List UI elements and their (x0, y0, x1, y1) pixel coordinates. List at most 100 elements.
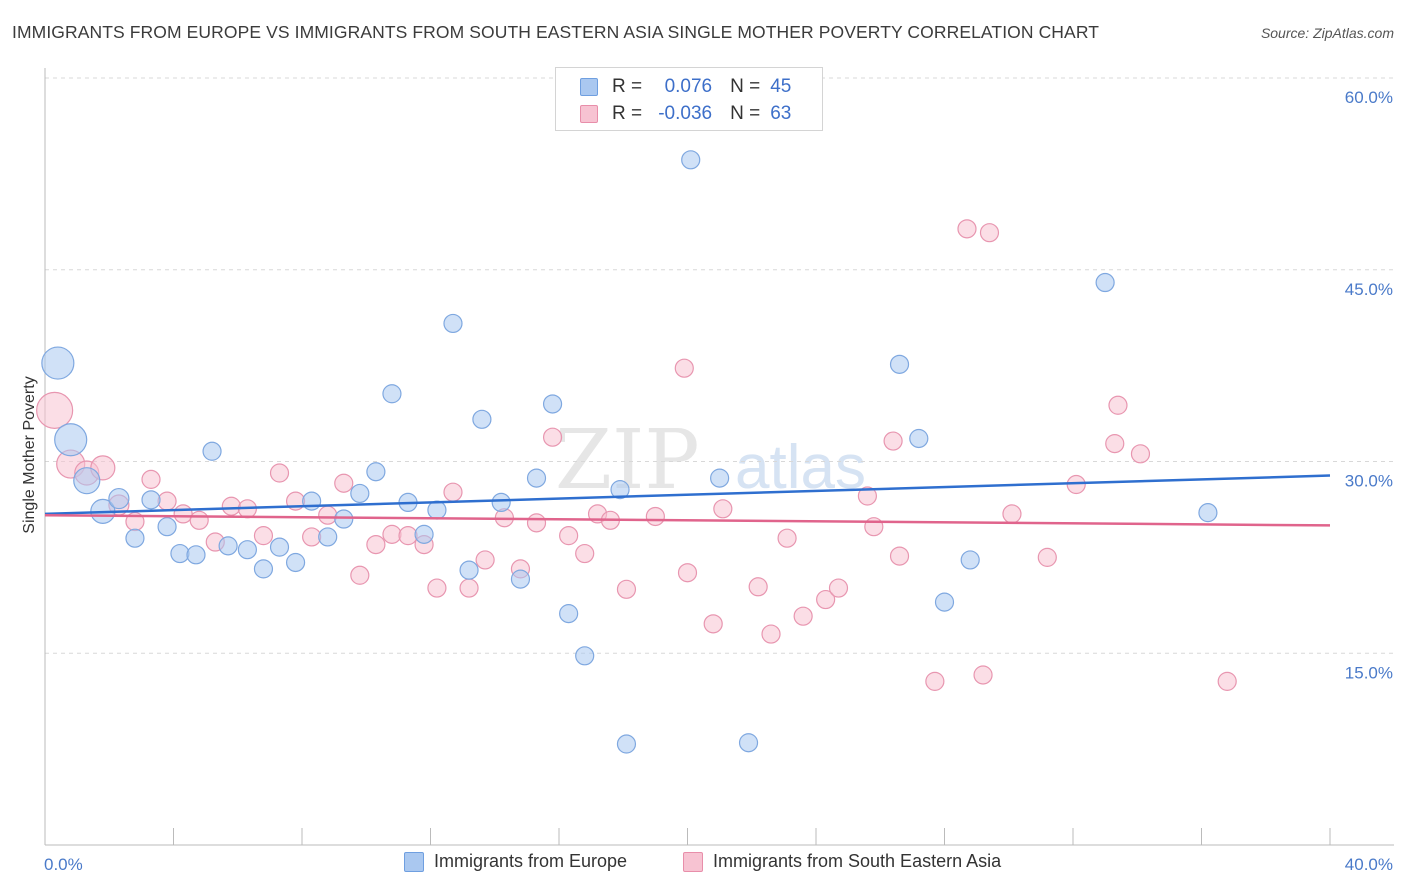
x-tick-label: 40.0% (1345, 855, 1393, 874)
europe-point (1095, 272, 1115, 293)
europe-point (681, 150, 701, 170)
asia-point (173, 504, 193, 524)
europe-point (125, 528, 145, 548)
europe-point (237, 540, 257, 560)
europe-point (366, 462, 386, 482)
europe-point (738, 733, 759, 753)
legend-swatch-europe (580, 78, 598, 96)
asia-point (1130, 444, 1151, 464)
asia-point (189, 510, 209, 530)
europe-point (1198, 503, 1218, 523)
europe-point (960, 550, 980, 570)
legend-item-asia[interactable]: Immigrants from South Eastern Asia (683, 851, 1001, 872)
legend-n-value-asia: 63 (770, 103, 792, 124)
asia-point (559, 526, 579, 546)
asia-point (828, 578, 849, 598)
europe-point (616, 734, 637, 754)
source-credit: Source: ZipAtlas.com (1260, 25, 1394, 41)
europe-point (934, 592, 955, 612)
asia-point (1037, 547, 1057, 567)
asia-point (542, 427, 563, 447)
europe-point (610, 480, 630, 500)
chart-title: IMMIGRANTS FROM EUROPE VS IMMIGRANTS FRO… (12, 22, 1100, 42)
asia-point (575, 543, 595, 564)
asia-point (713, 499, 733, 519)
europe-point (491, 492, 511, 513)
legend-row-asia: R = -0.036 N = 63 (580, 102, 791, 126)
europe-point (141, 490, 161, 510)
asia-point (645, 506, 665, 527)
legend-r-label: R = (612, 76, 643, 97)
legend-r-value-asia: -0.036 (658, 103, 713, 124)
y-axis-title: Single Mother Poverty (21, 376, 38, 533)
europe-point (427, 500, 447, 520)
grid-lines (45, 77, 1394, 654)
asia-point (366, 534, 386, 555)
asia-point (526, 513, 547, 533)
series-legend: Immigrants from Europe Immigrants from S… (0, 851, 1406, 877)
europe-point (909, 428, 929, 449)
europe-point (382, 384, 402, 404)
europe-point (414, 524, 434, 544)
legend-r-label: R = (612, 103, 643, 124)
asia-point (382, 524, 402, 544)
legend-n-label: N = (730, 103, 761, 124)
europe-point (170, 543, 190, 564)
asia-point (979, 223, 1000, 243)
y-tick-label: 15.0% (1345, 663, 1393, 682)
asia-point (864, 517, 884, 537)
asia-point (889, 546, 910, 566)
asia-point (1105, 434, 1125, 454)
legend-n-value-europe: 45 (770, 76, 792, 97)
asia-point (857, 486, 878, 506)
europe-point (350, 483, 370, 504)
tick-labels: 15.0% 30.0% 45.0% 60.0% 0.0% 40.0% (44, 88, 1393, 874)
asia-point (777, 528, 797, 548)
asia-point (398, 526, 418, 546)
europe-point (472, 409, 492, 429)
asia-point (1002, 504, 1022, 524)
x-tick-label: 0.0% (44, 855, 83, 874)
asia-point (761, 624, 781, 644)
europe-point (269, 537, 290, 557)
europe-point (218, 536, 238, 556)
legend-n-label: N = (730, 76, 761, 97)
asia-trend-line (44, 513, 1331, 527)
correlation-legend: R = 0.076 N = 45 R = -0.036 N = 63 (555, 67, 823, 131)
asia-point (427, 578, 447, 598)
europe-point (710, 468, 730, 488)
europe-points-group (41, 150, 1218, 754)
asia-point (443, 482, 463, 502)
asia-point (302, 527, 322, 547)
asia-point (973, 665, 993, 685)
europe-point (575, 646, 595, 666)
europe-point (542, 394, 563, 414)
europe-point (559, 604, 579, 624)
asia-point (350, 565, 370, 585)
asia-point (674, 358, 694, 378)
trend-lines (44, 474, 1331, 527)
asia-point (703, 614, 723, 634)
europe-point (186, 545, 206, 565)
legend-item-europe[interactable]: Immigrants from Europe (404, 851, 627, 872)
legend-row-europe: R = 0.076 N = 45 (580, 75, 791, 99)
europe-point (334, 509, 354, 529)
asia-point (459, 578, 479, 598)
europe-point (253, 559, 274, 579)
asia-point (1108, 395, 1128, 415)
asia-point (793, 606, 813, 626)
asia-point (221, 496, 241, 516)
europe-point (73, 467, 101, 495)
legend-r-value-europe: 0.076 (664, 76, 713, 97)
asia-point (925, 671, 945, 691)
asia-point (677, 563, 698, 583)
europe-point (54, 423, 88, 457)
legend-swatch-europe (404, 851, 424, 872)
asia-point (816, 589, 836, 610)
legend-swatch-asia (580, 105, 598, 123)
y-tick-label: 45.0% (1345, 280, 1393, 299)
europe-point (285, 552, 306, 573)
asia-point (1217, 671, 1237, 691)
asia-point (475, 550, 495, 570)
europe-point (157, 517, 177, 537)
